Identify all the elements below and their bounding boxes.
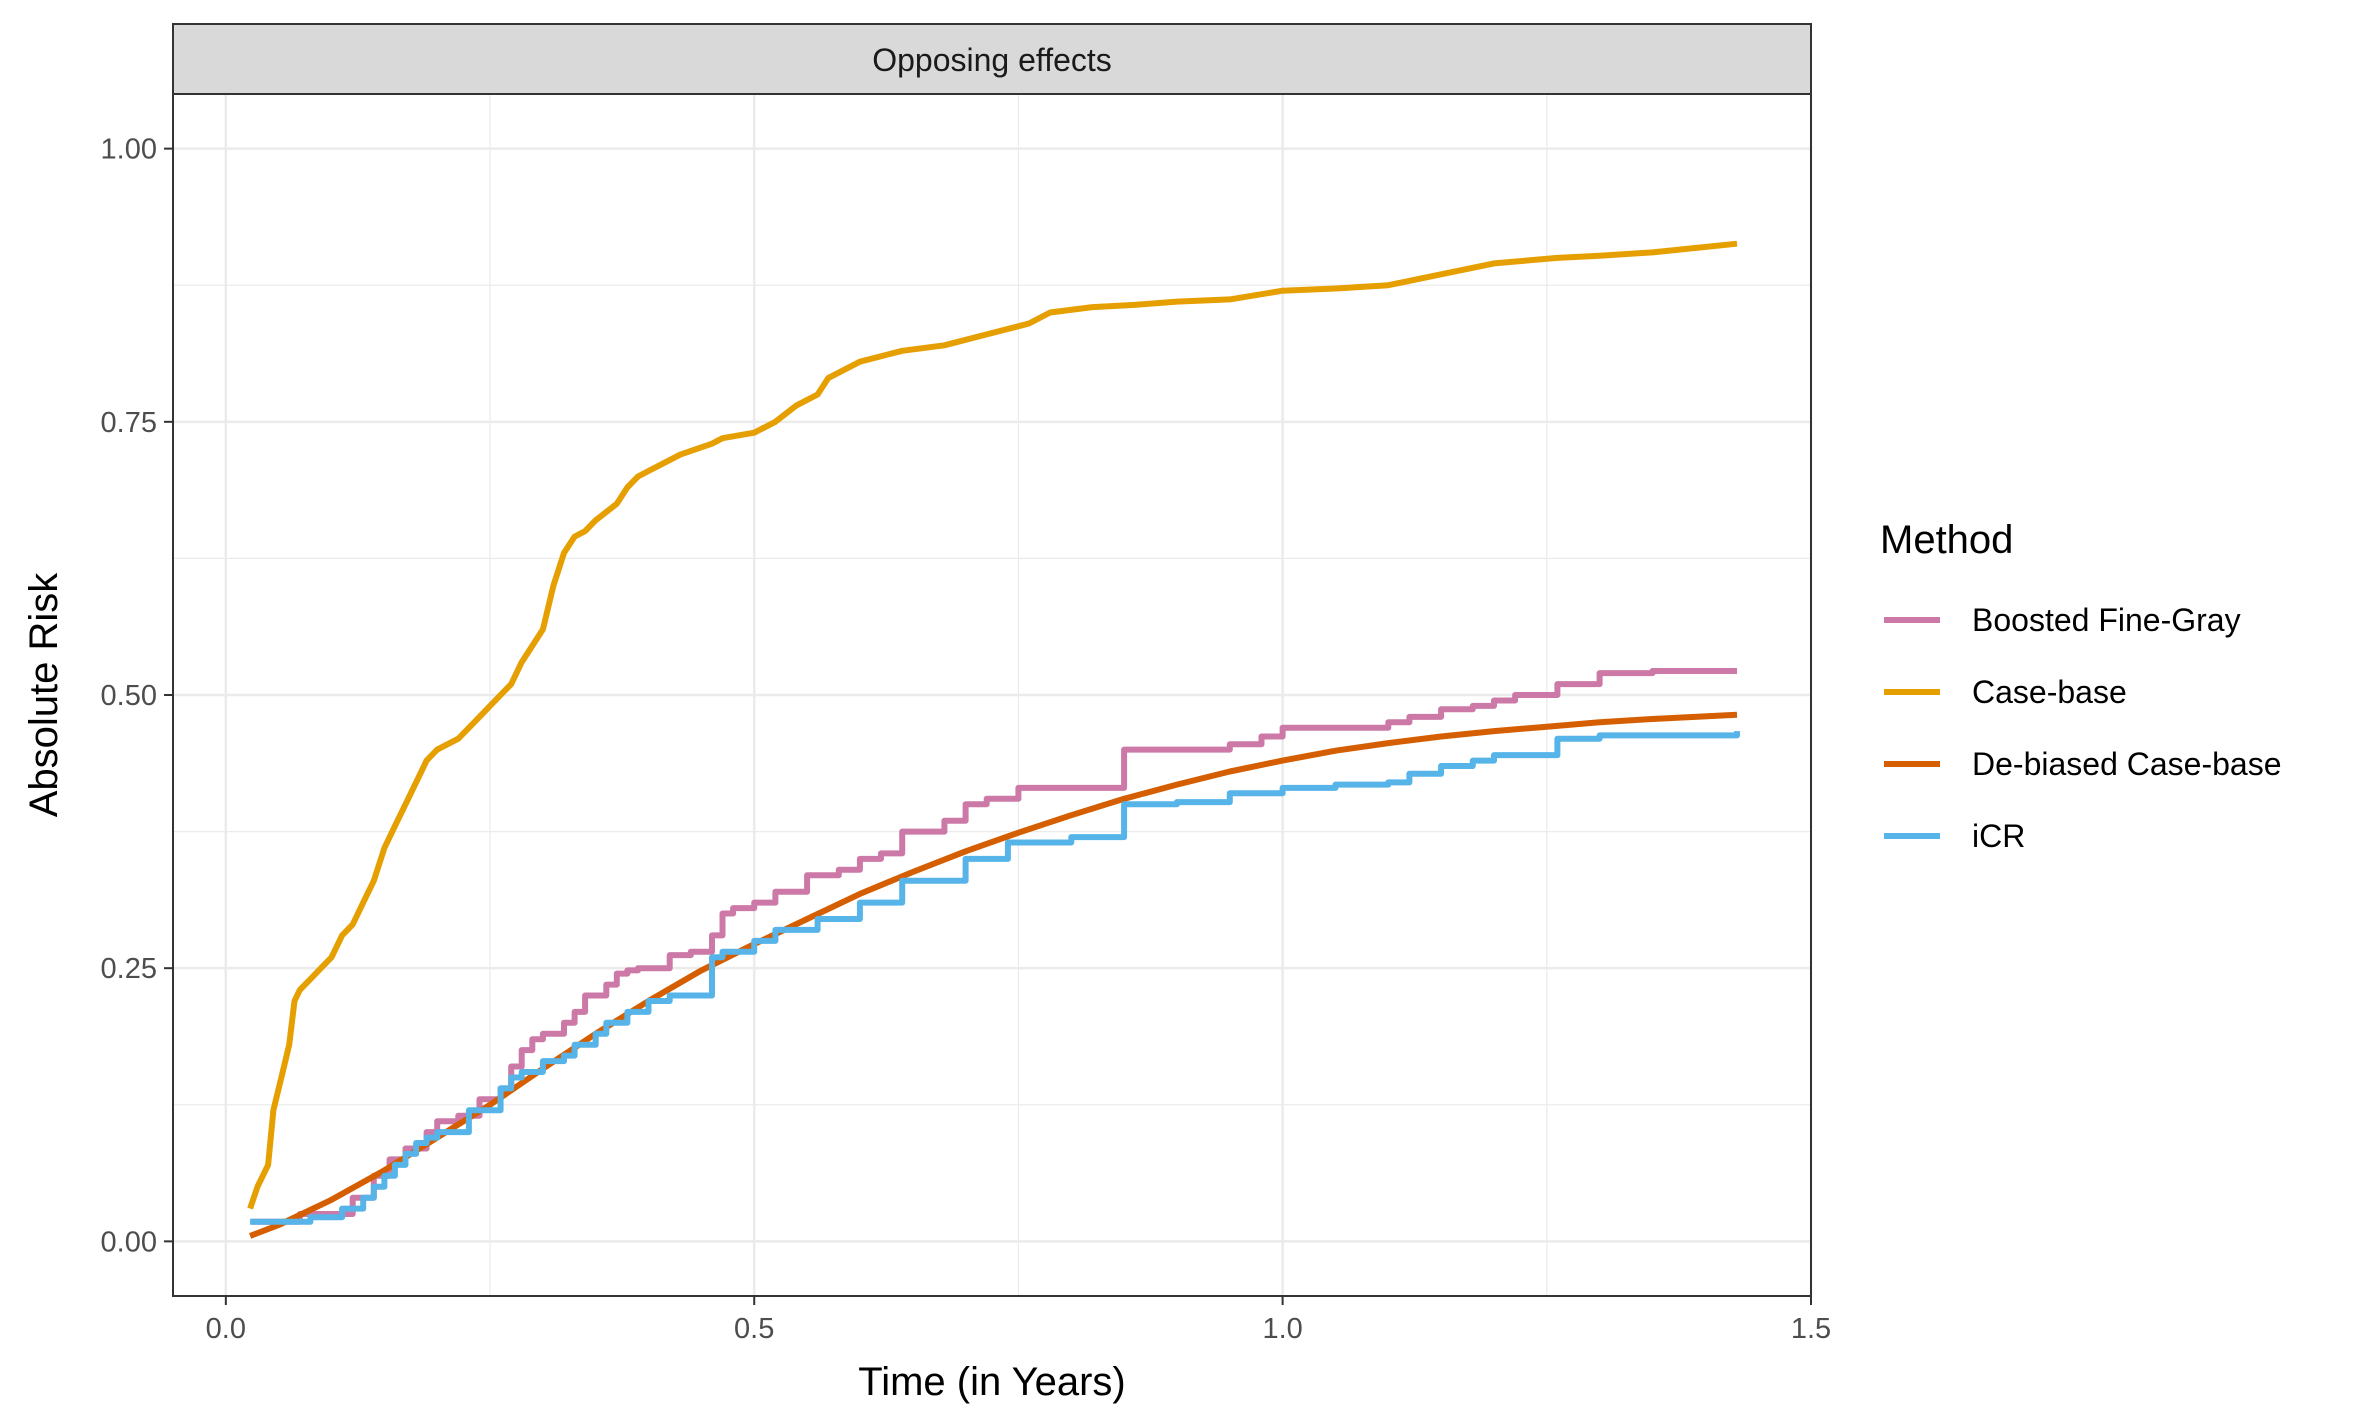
x-tick-label: 0.5 [734, 1313, 774, 1345]
y-tick-label: 0.25 [101, 953, 157, 985]
x-tick-label: 0.0 [206, 1313, 246, 1345]
x-tick-label: 1.0 [1262, 1313, 1302, 1345]
x-tick-label: 1.5 [1791, 1313, 1831, 1345]
y-axis-title: Absolute Risk [22, 572, 66, 818]
y-tick-label: 0.50 [101, 680, 157, 712]
x-axis-title: Time (in Years) [858, 1360, 1126, 1404]
y-axis: 0.00 0.25 0.50 0.75 1.00 [101, 134, 173, 1258]
legend: Boosted Fine-Gray Case-base De-biased Case… [1884, 602, 2282, 854]
series-line-case-base [247, 240, 1738, 1210]
legend-label-icr: iCR [1972, 818, 2025, 854]
series-layer [247, 240, 1740, 1239]
legend-title: Method [1880, 518, 2013, 562]
legend-label-case-base: Case-base [1972, 674, 2127, 710]
y-tick-label: 0.75 [101, 407, 157, 439]
legend-label-boosted-fine-gray: Boosted Fine-Gray [1972, 602, 2241, 638]
y-tick-label: 1.00 [101, 134, 157, 166]
y-tick-label: 0.00 [101, 1226, 157, 1258]
x-axis: 0.0 0.5 1.0 1.5 [206, 1296, 1831, 1345]
strip-background [172, 23, 1812, 95]
legend-label-de-biased-case-base: De-biased Case-base [1972, 746, 2282, 782]
series-line-de-biased-case-base [249, 711, 1738, 1239]
strip-title: Opposing effects [872, 42, 1112, 78]
series-line-icr [250, 731, 1740, 1225]
